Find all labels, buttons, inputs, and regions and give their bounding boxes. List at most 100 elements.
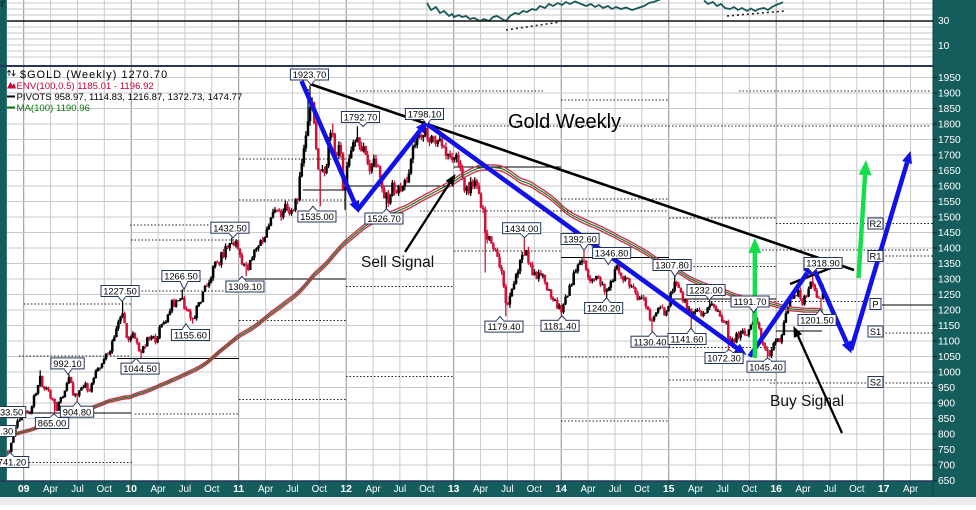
svg-text:Oct: Oct: [527, 484, 543, 495]
svg-text:1044.50: 1044.50: [123, 364, 157, 374]
svg-text:1535.00: 1535.00: [300, 212, 334, 222]
svg-text:Oct: Oct: [849, 484, 865, 495]
svg-text:741.20: 741.20: [0, 458, 26, 468]
svg-text:Buy Signal: Buy Signal: [770, 393, 844, 410]
svg-text:1201.50: 1201.50: [800, 316, 834, 326]
svg-text:1250: 1250: [938, 290, 961, 301]
svg-text:1240.20: 1240.20: [587, 304, 621, 314]
svg-text:R1: R1: [870, 252, 882, 262]
svg-text:Oct: Oct: [419, 484, 435, 495]
svg-text:Oct: Oct: [742, 484, 758, 495]
svg-text:1450: 1450: [938, 228, 961, 239]
svg-text:1181.40: 1181.40: [544, 321, 577, 331]
svg-text:1266.50: 1266.50: [164, 272, 198, 282]
svg-text:Jul: Jul: [609, 484, 622, 495]
svg-text:1307.80: 1307.80: [655, 261, 689, 271]
svg-text:1050: 1050: [938, 352, 961, 363]
svg-text:09: 09: [18, 483, 30, 495]
svg-text:30: 30: [938, 16, 950, 27]
svg-text:Jul: Jul: [824, 484, 837, 495]
svg-text:1155.60: 1155.60: [174, 331, 207, 341]
svg-text:1309.10: 1309.10: [228, 282, 262, 292]
svg-text:1798.10: 1798.10: [408, 110, 442, 120]
svg-text:Jul: Jul: [179, 484, 192, 495]
svg-text:S2: S2: [870, 378, 881, 388]
svg-text:992.10: 992.10: [53, 359, 81, 369]
svg-text:1650: 1650: [938, 166, 961, 177]
svg-text:MA(100) 1190.96: MA(100) 1190.96: [17, 103, 90, 114]
svg-text:1141.60: 1141.60: [671, 335, 704, 345]
svg-text:1434.00: 1434.00: [505, 224, 539, 234]
svg-text:1200: 1200: [938, 306, 961, 317]
svg-text:1792.70: 1792.70: [344, 113, 378, 123]
svg-text:16: 16: [770, 483, 782, 495]
svg-text:1750: 1750: [938, 135, 961, 146]
svg-text:Apr: Apr: [150, 484, 166, 495]
svg-text:Apr: Apr: [258, 484, 274, 495]
svg-text:1045.40: 1045.40: [749, 362, 783, 372]
svg-text:1950: 1950: [938, 73, 961, 84]
svg-text:13: 13: [448, 483, 460, 495]
svg-text:1500: 1500: [938, 213, 961, 224]
svg-text:1526.70: 1526.70: [367, 214, 401, 224]
svg-text:Apr: Apr: [688, 484, 704, 495]
svg-text:Oct: Oct: [97, 484, 113, 495]
svg-text:Jul: Jul: [394, 484, 407, 495]
svg-text:10: 10: [938, 41, 950, 52]
svg-text:17: 17: [878, 483, 890, 495]
svg-text:1350: 1350: [938, 259, 961, 270]
svg-text:1130.40: 1130.40: [634, 337, 667, 347]
svg-text:14: 14: [555, 483, 567, 495]
svg-text:1800: 1800: [938, 120, 961, 131]
svg-text:700: 700: [938, 461, 955, 472]
svg-text:$GOLD (Weekly) 1270.70: $GOLD (Weekly) 1270.70: [20, 69, 168, 81]
svg-text:1392.60: 1392.60: [563, 235, 597, 245]
svg-text:1100: 1100: [938, 337, 960, 348]
svg-text:Gold Weekly: Gold Weekly: [508, 111, 621, 133]
svg-text:Jul: Jul: [501, 484, 514, 495]
svg-text:Apr: Apr: [43, 484, 59, 495]
svg-text:1432.50: 1432.50: [213, 223, 247, 233]
svg-text:1000: 1000: [938, 368, 961, 379]
svg-text:1400: 1400: [938, 244, 961, 255]
svg-text:868.30: 868.30: [0, 427, 13, 437]
svg-text:1700: 1700: [938, 151, 961, 162]
svg-text:1191.70: 1191.70: [734, 297, 767, 307]
svg-text:12: 12: [340, 483, 352, 495]
svg-text:865.00: 865.00: [38, 419, 66, 429]
svg-text:Apr: Apr: [903, 484, 919, 495]
svg-text:650: 650: [938, 476, 955, 487]
svg-text:1346.80: 1346.80: [595, 249, 629, 259]
svg-text:P: P: [872, 300, 878, 310]
svg-text:800: 800: [938, 430, 955, 441]
svg-text:11: 11: [233, 483, 244, 495]
svg-text:1850: 1850: [938, 104, 961, 115]
svg-text:950: 950: [938, 383, 955, 394]
svg-text:850: 850: [938, 414, 955, 425]
svg-text:833.50: 833.50: [0, 408, 23, 418]
svg-text:Jul: Jul: [716, 484, 729, 495]
svg-text:900: 900: [938, 399, 955, 410]
svg-text:Jul: Jul: [71, 484, 84, 495]
svg-text:1900: 1900: [938, 89, 961, 100]
svg-text:750: 750: [938, 445, 955, 456]
svg-text:1227.50: 1227.50: [103, 287, 137, 297]
svg-text:Sell Signal: Sell Signal: [361, 254, 434, 271]
svg-text:R2: R2: [870, 219, 882, 229]
svg-text:ENV(100,0.5) 1185.01 - 1196.92: ENV(100,0.5) 1185.01 - 1196.92: [17, 81, 154, 92]
svg-text:Oct: Oct: [204, 484, 220, 495]
svg-text:Apr: Apr: [580, 484, 596, 495]
svg-text:Apr: Apr: [795, 484, 811, 495]
svg-text:1550: 1550: [938, 197, 961, 208]
svg-text:Oct: Oct: [634, 484, 650, 495]
svg-text:15: 15: [663, 483, 675, 495]
svg-text:1179.40: 1179.40: [488, 322, 521, 332]
svg-text:1072.30: 1072.30: [707, 354, 741, 364]
svg-text:1300: 1300: [938, 275, 961, 286]
svg-text:1600: 1600: [938, 182, 961, 193]
svg-text:1150: 1150: [938, 321, 960, 332]
svg-text:Jul: Jul: [286, 484, 299, 495]
svg-text:1318.90: 1318.90: [806, 259, 840, 269]
svg-text:Apr: Apr: [365, 484, 381, 495]
svg-text:Oct: Oct: [312, 484, 328, 495]
